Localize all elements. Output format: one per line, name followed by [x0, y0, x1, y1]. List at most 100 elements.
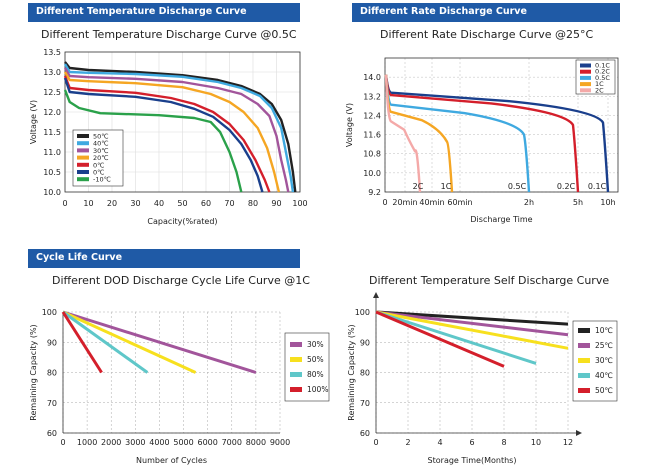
dod-legend-label: 30%: [307, 340, 324, 349]
dod-legend-label: 80%: [307, 370, 324, 379]
rate-series-line: [384, 74, 531, 193]
self-series-line: [375, 310, 569, 337]
dod-ytick-label: 90: [47, 338, 57, 347]
dod-y-axis-label: Remaining Capacity (%): [29, 324, 38, 420]
rate-plot-frame: [384, 57, 619, 193]
dod-xtick-label: 0: [60, 438, 65, 447]
dod-ytick-label: 70: [47, 399, 57, 408]
dod-ytick-label: 60: [47, 429, 57, 438]
rate-legend-swatch: [580, 82, 591, 87]
self-xtick-label: 12: [563, 438, 573, 447]
self-xtick-label: 10: [531, 438, 541, 447]
temp-ytick-label: 11.5: [43, 128, 61, 137]
self-ytick-label: 100: [355, 308, 370, 317]
temp-legend-swatch: [77, 162, 89, 167]
dod-xtick-label: 8000: [246, 438, 266, 447]
self-series-line: [375, 310, 569, 326]
self-y-axis-label: Remaining Capacity (%): [347, 324, 356, 420]
temp-legend-label: 20℃: [93, 154, 109, 162]
temp-xtick-label: 20: [107, 199, 117, 208]
dod-legend-swatch: [290, 357, 302, 362]
rate-xtick-label: 40min: [419, 198, 444, 207]
rate-xtick-label: 2h: [524, 198, 534, 207]
banner-rate-discharge: Different Rate Discharge Curve: [352, 3, 620, 21]
self-legend-swatch: [578, 388, 590, 393]
temp-legend-label: 40℃: [93, 140, 109, 148]
dod-legend-swatch: [290, 342, 302, 347]
rate-curve-annotation: 0.1C: [588, 182, 607, 191]
rate-ytick-label: 11.6: [363, 131, 381, 140]
temp-ytick-label: 10.0: [43, 188, 61, 197]
dod-xtick-label: 9000: [270, 438, 290, 447]
temp-xtick-label: 50: [177, 199, 187, 208]
dod-xtick-label: 5000: [173, 438, 193, 447]
rate-ytick-label: 10.0: [363, 169, 381, 178]
temp-ytick-label: 13.0: [43, 68, 61, 77]
rate-xtick-label: 5h: [573, 198, 583, 207]
rate-curve-annotation: 2C: [413, 182, 424, 191]
self-legend-label: 50℃: [595, 386, 613, 395]
temp-chart-title: Different Temperature Discharge Curve @0…: [41, 28, 297, 41]
dod-legend-swatch: [290, 387, 302, 392]
banner-rule-bottom: [28, 267, 300, 268]
temp-legend-label: 0℃: [93, 161, 104, 169]
self-xtick-label: 4: [437, 438, 442, 447]
self-legend-label: 10℃: [595, 326, 613, 335]
dod-xtick-label: 4000: [149, 438, 169, 447]
banner-temperature-discharge: Different Temperature Discharge Curve: [28, 3, 300, 21]
temp-xtick-label: 80: [248, 199, 258, 208]
self-legend-swatch: [578, 373, 590, 378]
temp-xtick-label: 0: [62, 199, 67, 208]
dod-xtick-label: 6000: [197, 438, 217, 447]
rate-curve-annotation: 0.5C: [508, 182, 527, 191]
rate-legend-label: 0.1C: [595, 62, 610, 70]
rate-legend-label: 2C: [595, 86, 604, 94]
temp-legend-swatch: [77, 134, 89, 138]
temp-ytick-label: 11.0: [43, 148, 61, 157]
dod-legend-label: 100%: [307, 385, 328, 394]
self-ytick-label: 70: [360, 399, 370, 408]
rate-curve-annotation: 0.2C: [557, 182, 576, 191]
self-xtick-label: 8: [501, 438, 506, 447]
temp-legend-label: 0℃: [93, 169, 104, 177]
banner-rule-left: [28, 21, 300, 22]
temp-series-line: [63, 89, 243, 193]
rate-chart-title: Different Rate Discharge Curve @25°C: [380, 28, 593, 41]
dod-chart-title: Different DOD Discharge Cycle Life Curve…: [52, 274, 310, 287]
temp-series-line: [63, 63, 295, 193]
rate-legend-swatch: [580, 88, 591, 93]
dod-xtick-label: 3000: [125, 438, 145, 447]
temp-xtick-label: 90: [271, 199, 281, 208]
self-ytick-label: 90: [360, 338, 370, 347]
self-series-line: [375, 310, 569, 350]
self-xtick-label: 2: [405, 438, 410, 447]
dod-series-line: [62, 310, 197, 374]
rate-xtick-label: 0: [382, 198, 387, 207]
dod-ytick-label: 100: [42, 308, 57, 317]
temp-x-axis-label: Capacity(%rated): [147, 217, 217, 226]
temp-legend-swatch: [77, 177, 89, 182]
rate-ytick-label: 9.2: [368, 188, 381, 197]
temp-xtick-label: 10: [83, 199, 93, 208]
temp-legend-swatch: [77, 148, 89, 153]
rate-series-line: [384, 74, 580, 193]
rate-xtick-label: 20min: [392, 198, 417, 207]
self-legend-swatch: [578, 358, 590, 363]
rate-xtick-label: 60min: [447, 198, 472, 207]
rate-x-axis-label: Discharge Time: [470, 215, 532, 224]
temp-legend-label: 30℃: [93, 147, 109, 155]
self-ytick-label: 80: [360, 369, 370, 378]
temp-xtick-label: 30: [130, 199, 140, 208]
self-legend-label: 25℃: [595, 341, 613, 350]
rate-curve-annotation: 1C: [441, 182, 452, 191]
rate-ytick-label: 13.2: [363, 92, 381, 101]
temp-legend-swatch: [77, 170, 89, 174]
dod-series-line: [61, 311, 103, 374]
self-ytick-label: 60: [360, 429, 370, 438]
self-legend-swatch: [578, 343, 590, 348]
self-xtick-label: 6: [469, 438, 474, 447]
dod-legend-swatch: [290, 372, 302, 377]
temp-plot-frame: [64, 51, 301, 193]
temp-series-line: [63, 75, 271, 193]
